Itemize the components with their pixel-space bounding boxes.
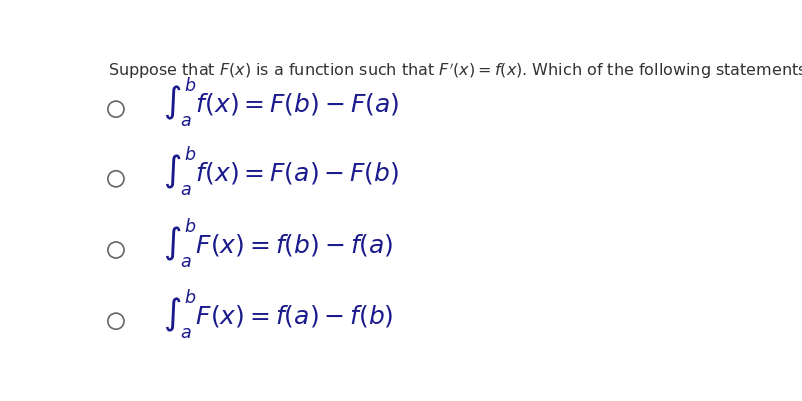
Text: $\int_a^b f(x) = F(b) - F(a)$: $\int_a^b f(x) = F(b) - F(a)$: [162, 75, 399, 128]
Text: Suppose that $F(x)$ is a function such that $F'(x) = f(x)$. Which of the followi: Suppose that $F(x)$ is a function such t…: [108, 61, 802, 81]
Text: $\int_a^b F(x) = f(b) - f(a)$: $\int_a^b F(x) = f(b) - f(a)$: [162, 215, 393, 269]
Text: $\int_a^b f(x) = F(a) - F(b)$: $\int_a^b f(x) = F(a) - F(b)$: [162, 144, 399, 198]
Text: $\int_a^b F(x) = f(a) - f(b)$: $\int_a^b F(x) = f(a) - f(b)$: [162, 286, 393, 340]
